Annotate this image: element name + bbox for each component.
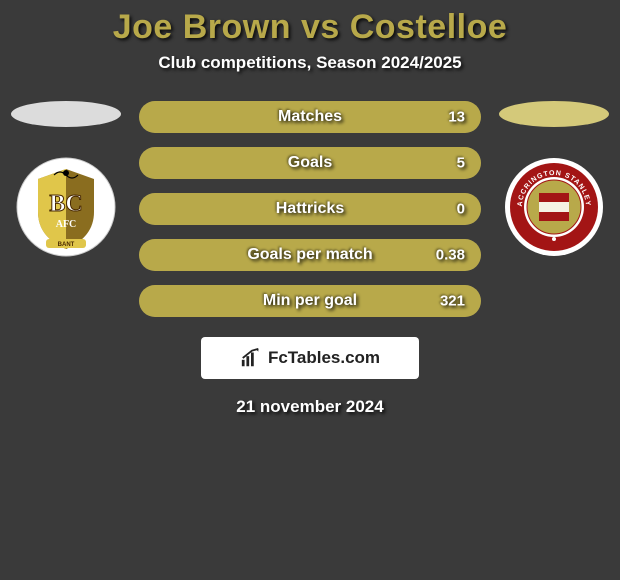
page-title: Joe Brown vs Costelloe <box>0 8 620 47</box>
stat-label: Hattricks <box>276 200 344 218</box>
main-row: BC AFC BANT Matches 13 Goals 5 Hattricks 0 Goa… <box>0 101 620 317</box>
stat-value: 13 <box>448 109 465 126</box>
left-column: BC AFC BANT <box>11 101 121 257</box>
stat-bar: Goals 5 <box>139 147 481 179</box>
stat-label: Goals <box>288 154 332 172</box>
brand-text: FcTables.com <box>268 348 380 368</box>
crest-svg-right: ACCRINGTON STANLEY <box>504 157 604 257</box>
stat-label: Goals per match <box>247 246 372 264</box>
stat-bar: Goals per match 0.38 <box>139 239 481 271</box>
stats-column: Matches 13 Goals 5 Hattricks 0 Goals per match… <box>139 101 481 317</box>
bradford-city-crest: BC AFC BANT <box>16 157 116 257</box>
crest-svg-left: BC AFC BANT <box>16 157 116 257</box>
brand-box: FcTables.com <box>201 337 419 379</box>
stat-bar: Hattricks 0 <box>139 193 481 225</box>
stat-value: 0 <box>457 201 465 218</box>
svg-text:BANT: BANT <box>58 242 75 248</box>
right-column: ACCRINGTON STANLEY <box>499 101 609 257</box>
svg-text:BC: BC <box>49 191 82 217</box>
stat-bar: Min per goal 321 <box>139 285 481 317</box>
stat-value: 5 <box>457 155 465 172</box>
svg-text:AFC: AFC <box>56 219 77 230</box>
stat-value: 0.38 <box>436 247 465 264</box>
stat-bar: Matches 13 <box>139 101 481 133</box>
date-text: 21 november 2024 <box>0 397 620 417</box>
chart-icon <box>240 347 262 369</box>
accrington-stanley-crest: ACCRINGTON STANLEY <box>504 157 604 257</box>
left-ellipse <box>11 101 121 127</box>
stat-value: 321 <box>440 293 465 310</box>
page-subtitle: Club competitions, Season 2024/2025 <box>0 53 620 73</box>
stat-label: Min per goal <box>263 292 357 310</box>
infographic-container: Joe Brown vs Costelloe Club competitions… <box>0 0 620 417</box>
right-ellipse <box>499 101 609 127</box>
stat-label: Matches <box>278 108 342 126</box>
